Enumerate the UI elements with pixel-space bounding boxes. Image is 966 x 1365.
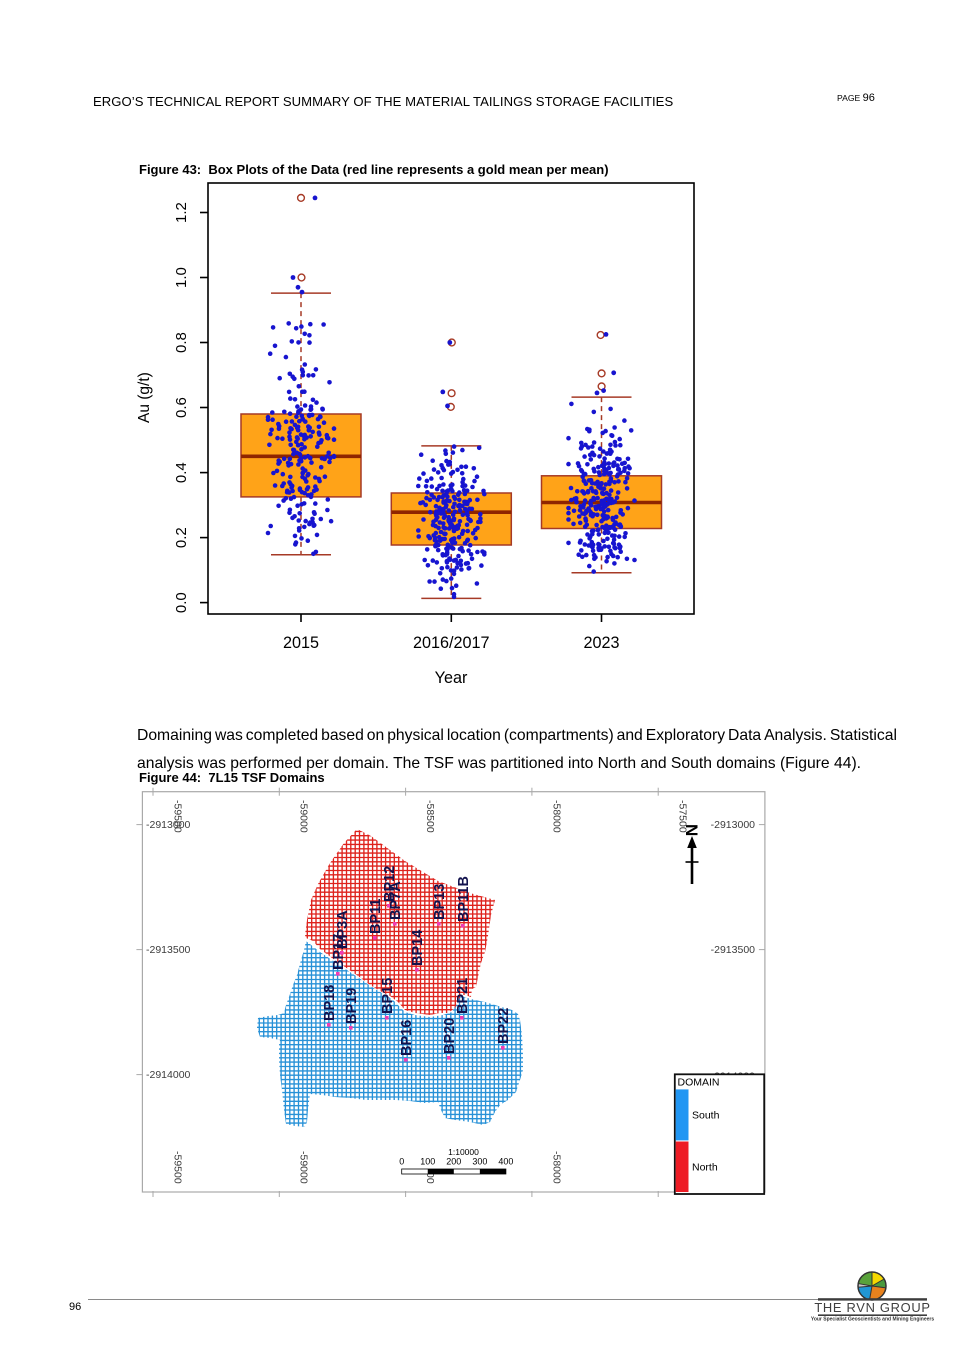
svg-text:-2913000: -2913000 <box>146 819 191 831</box>
svg-text:0.0: 0.0 <box>173 592 190 613</box>
svg-text:0.8: 0.8 <box>173 332 190 353</box>
svg-text:2016/2017: 2016/2017 <box>413 634 490 652</box>
svg-text:-58500: -58500 <box>424 800 436 833</box>
svg-text:-2913000: -2913000 <box>711 819 756 831</box>
svg-text:0.2: 0.2 <box>173 527 190 548</box>
svg-text:BP19: BP19 <box>344 988 360 1024</box>
svg-text:BP3A: BP3A <box>335 910 351 949</box>
svg-text:0.6: 0.6 <box>173 397 190 418</box>
svg-text:1:10000: 1:10000 <box>448 1147 479 1157</box>
svg-text:-2914000: -2914000 <box>146 1069 191 1081</box>
svg-text:-2913500: -2913500 <box>146 944 191 956</box>
svg-text:-59500: -59500 <box>172 800 184 833</box>
svg-text:-59000: -59000 <box>298 1151 310 1184</box>
svg-text:-58000: -58000 <box>550 800 562 833</box>
svg-text:BP21: BP21 <box>455 978 471 1014</box>
svg-text:BP11B: BP11B <box>456 876 472 922</box>
svg-text:2023: 2023 <box>583 634 619 652</box>
svg-text:THE RVN GROUP: THE RVN GROUP <box>814 1300 930 1315</box>
svg-text:BP13: BP13 <box>432 884 448 920</box>
svg-text:BP16: BP16 <box>399 1020 415 1056</box>
svg-text:200: 200 <box>446 1157 461 1167</box>
svg-text:DOMAIN: DOMAIN <box>678 1077 720 1089</box>
svg-text:-57500: -57500 <box>677 800 689 833</box>
svg-text:BP14: BP14 <box>410 930 426 966</box>
svg-text:BP7A: BP7A <box>388 881 404 920</box>
svg-text:BP17: BP17 <box>331 934 347 970</box>
svg-text:BP18: BP18 <box>322 985 338 1021</box>
svg-text:-2913500: -2913500 <box>711 944 756 956</box>
svg-text:Year: Year <box>435 669 468 687</box>
svg-text:BP20: BP20 <box>442 1018 458 1054</box>
svg-text:BP11: BP11 <box>368 899 384 934</box>
svg-text:-59000: -59000 <box>298 800 310 833</box>
svg-text:BP15: BP15 <box>380 978 396 1014</box>
svg-text:0.4: 0.4 <box>173 462 190 483</box>
svg-text:BP12: BP12 <box>382 866 398 902</box>
svg-text:2015: 2015 <box>283 634 319 652</box>
svg-text:-59500: -59500 <box>172 1151 184 1184</box>
svg-text:BP22: BP22 <box>496 1008 512 1044</box>
svg-text:0: 0 <box>399 1157 404 1167</box>
svg-text:100: 100 <box>420 1157 435 1167</box>
svg-text:400: 400 <box>498 1157 513 1167</box>
svg-text:300: 300 <box>472 1157 487 1167</box>
svg-text:Au (g/t): Au (g/t) <box>136 372 153 423</box>
svg-text:-58000: -58000 <box>550 1151 562 1184</box>
svg-text:North: North <box>692 1162 718 1174</box>
svg-text:N: N <box>682 824 701 836</box>
svg-text:South: South <box>692 1110 720 1122</box>
svg-text:1.2: 1.2 <box>173 202 190 223</box>
svg-text:Your Specialist Geoscientists: Your Specialist Geoscientists and Mining… <box>811 1317 934 1323</box>
svg-text:1.0: 1.0 <box>173 267 190 288</box>
